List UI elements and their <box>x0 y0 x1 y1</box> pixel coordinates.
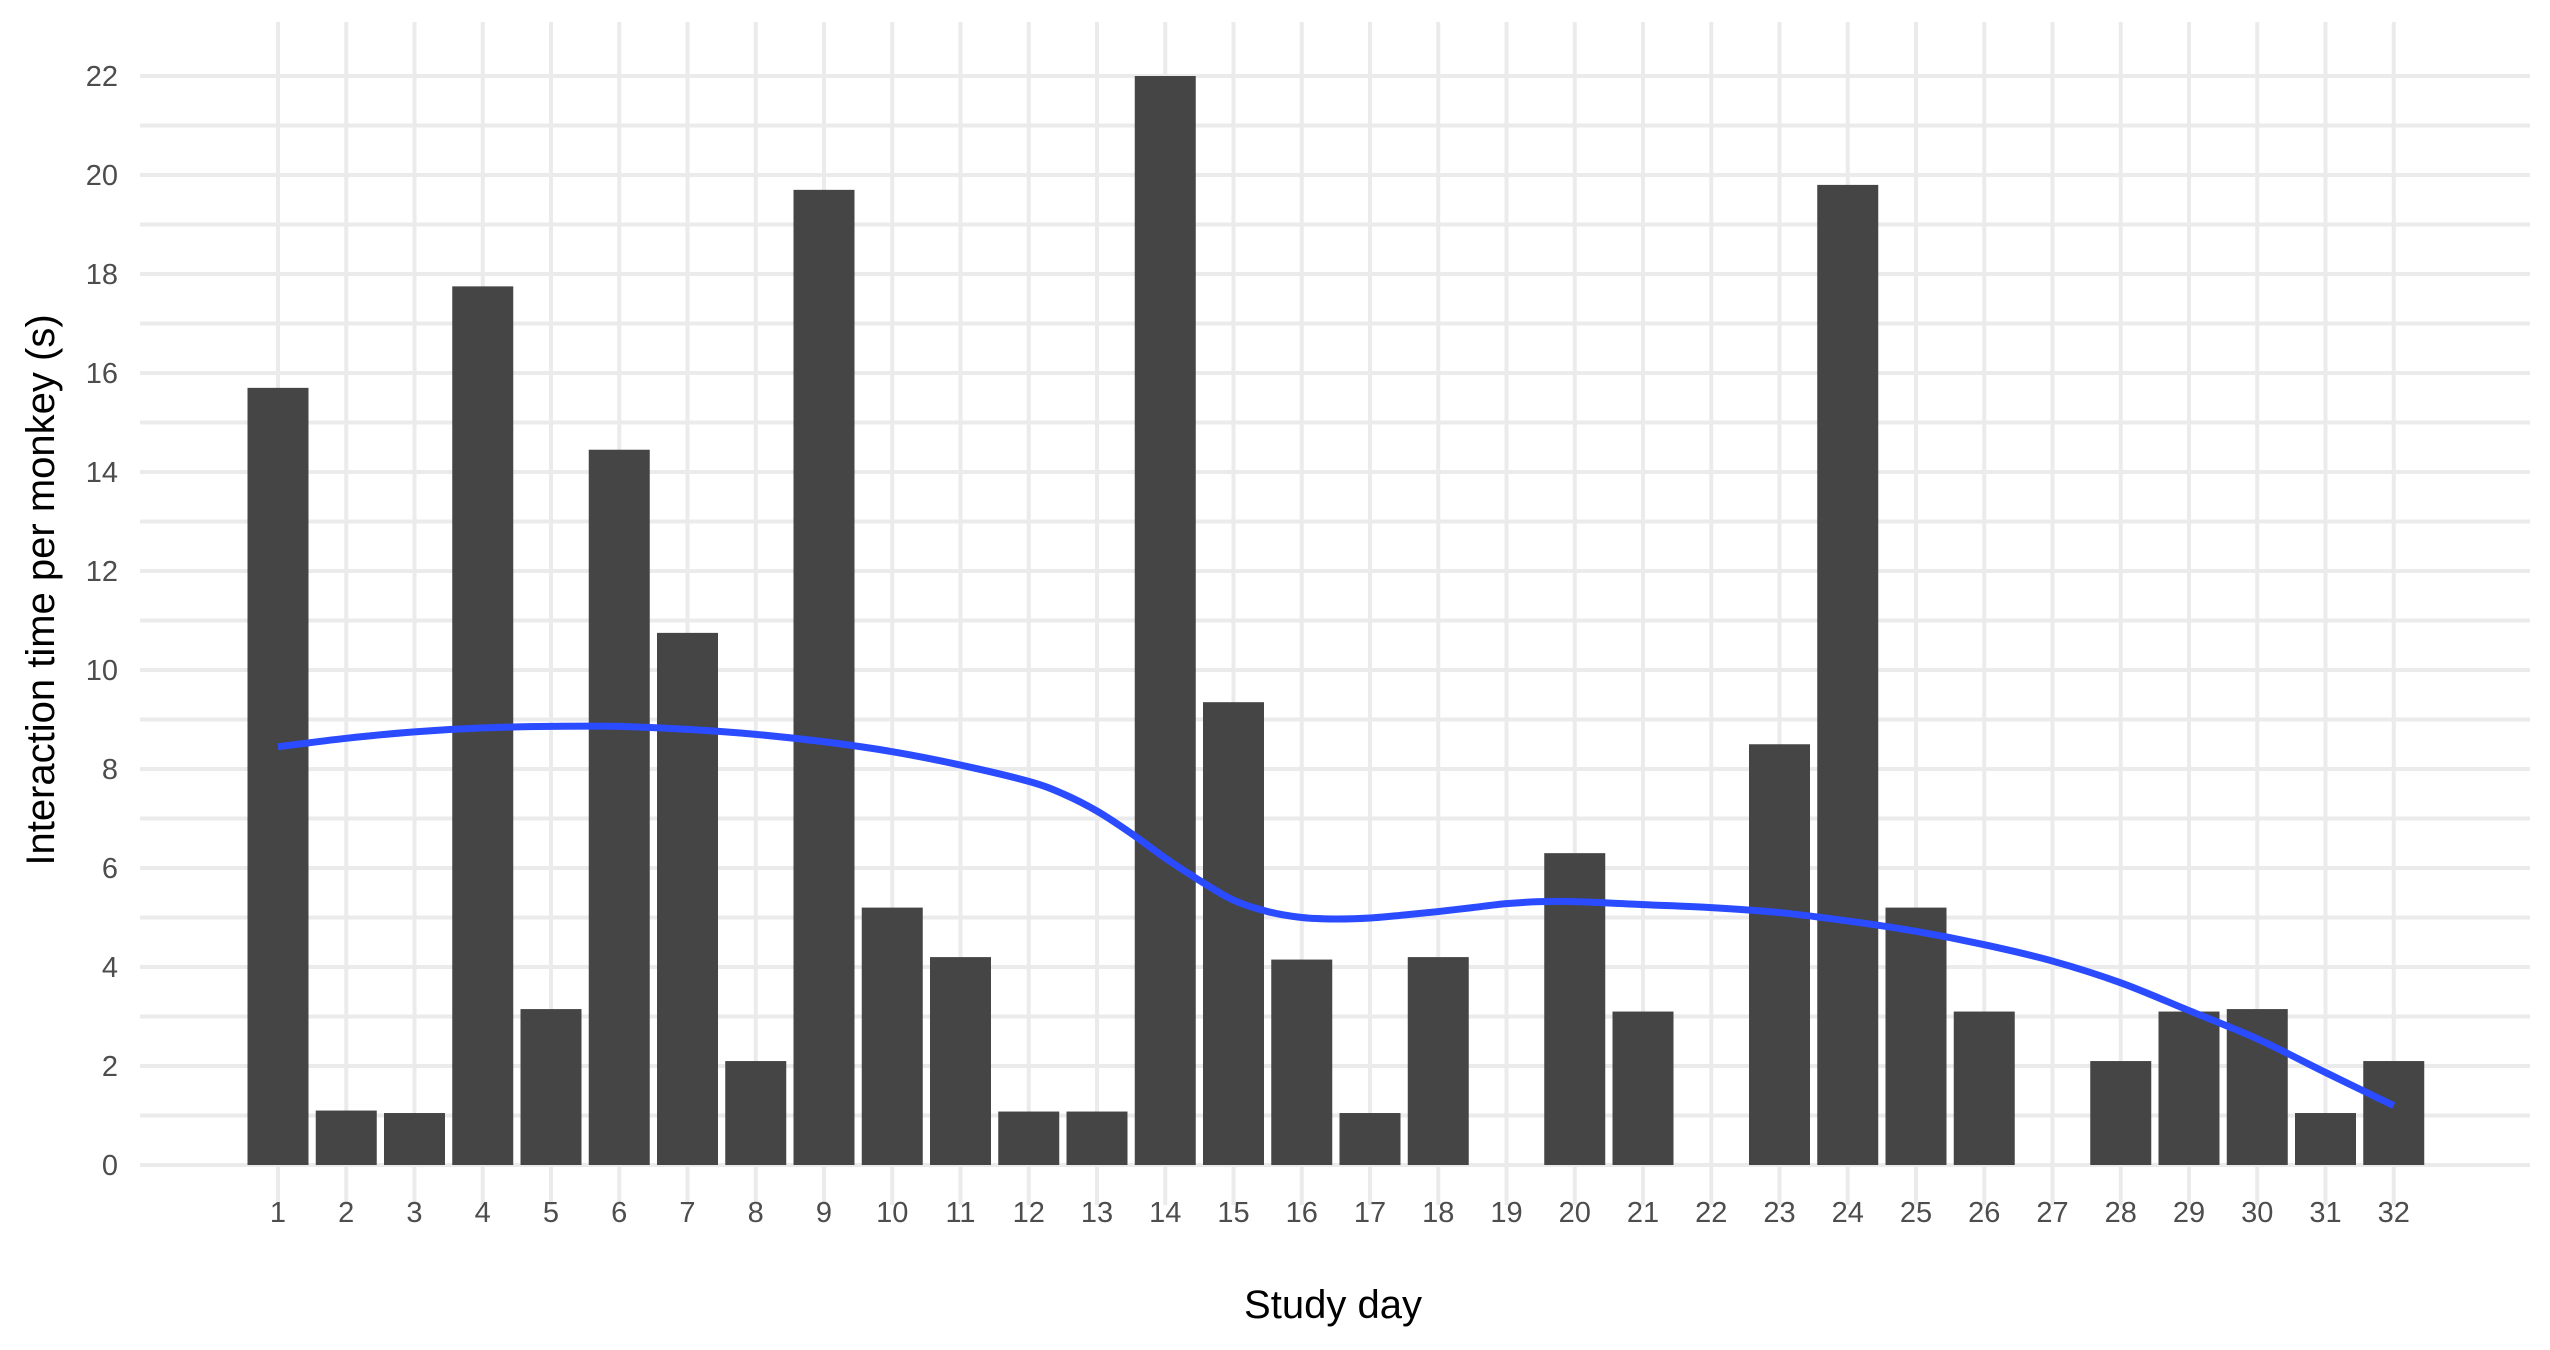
bar-day-18 <box>1407 957 1469 1165</box>
y-tick-label: 2 <box>102 1051 118 1083</box>
x-tick-label: 21 <box>1627 1197 1659 1229</box>
x-axis-ticks: 1 2 3 4 5 6 7 8 9 10 11 12 13 14 15 16 17 18 19 20 21 22 23 24 2… <box>270 1197 2410 1229</box>
bar-day-7 <box>657 632 718 1165</box>
bar-day-26 <box>1953 1011 2015 1165</box>
bar-day-12 <box>998 1111 1060 1165</box>
x-tick-label: 17 <box>1354 1197 1386 1229</box>
y-tick-label: 12 <box>86 556 118 588</box>
x-tick-label: 27 <box>2036 1197 2068 1229</box>
bar-day-31 <box>2295 1113 2356 1165</box>
bar-day-2 <box>315 1110 377 1165</box>
y-tick-label: 0 <box>102 1150 118 1182</box>
bar-day-6 <box>588 449 650 1166</box>
y-axis-ticks: 0 2 4 6 8 10 12 14 16 18 20 22 <box>86 61 118 1182</box>
x-axis-title: Study day <box>1244 1283 1422 1327</box>
x-tick-label: 3 <box>406 1197 422 1229</box>
x-tick-label: 2 <box>338 1197 354 1229</box>
y-tick-label: 16 <box>86 358 118 390</box>
y-tick-label: 18 <box>86 259 118 291</box>
x-tick-label: 31 <box>2309 1197 2341 1229</box>
x-tick-label: 18 <box>1422 1197 1454 1229</box>
bar-day-10 <box>861 907 923 1165</box>
x-tick-label: 22 <box>1695 1197 1727 1229</box>
x-tick-label: 12 <box>1013 1197 1045 1229</box>
smooth-trend <box>277 722 2396 1109</box>
y-tick-label: 20 <box>86 160 118 192</box>
bar-day-11 <box>930 957 991 1165</box>
x-tick-label: 13 <box>1081 1197 1113 1229</box>
y-tick-label: 4 <box>102 952 118 984</box>
x-tick-label: 6 <box>611 1197 627 1229</box>
x-tick-label: 11 <box>945 1197 975 1229</box>
x-tick-label: 23 <box>1763 1197 1795 1229</box>
bar-day-15 <box>1203 702 1264 1165</box>
bar-day-24 <box>1817 184 1879 1165</box>
bar-day-25 <box>1885 907 1947 1165</box>
bar-day-21 <box>1612 1011 1674 1165</box>
y-tick-label: 6 <box>102 853 118 885</box>
x-tick-label: 4 <box>475 1197 491 1229</box>
y-tick-label: 14 <box>86 457 118 489</box>
bar-day-1 <box>247 387 309 1166</box>
bar-day-16 <box>1271 959 1333 1165</box>
x-tick-label: 5 <box>543 1197 559 1229</box>
bar-day-8 <box>725 1061 787 1165</box>
bar-day-9 <box>793 189 855 1166</box>
y-tick-label: 8 <box>102 754 118 786</box>
bar-day-5 <box>520 1009 582 1165</box>
bar-day-17 <box>1339 1113 1401 1165</box>
x-tick-label: 26 <box>1968 1197 2000 1229</box>
bar-day-32 <box>2363 1061 2425 1165</box>
x-tick-label: 14 <box>1149 1197 1181 1229</box>
x-tick-label: 32 <box>2378 1197 2410 1229</box>
bar-day-23 <box>1749 744 1810 1165</box>
x-tick-label: 30 <box>2241 1197 2273 1229</box>
bar-day-14 <box>1134 76 1196 1165</box>
x-tick-label: 10 <box>876 1197 908 1229</box>
bar-day-29 <box>2158 1011 2220 1165</box>
y-axis-title: Interaction time per monkey (s) <box>19 314 63 865</box>
bar-day-28 <box>2090 1061 2152 1165</box>
x-tick-label: 7 <box>679 1197 695 1229</box>
x-tick-label: 28 <box>2105 1197 2137 1229</box>
y-tick-label: 22 <box>86 61 118 93</box>
smooth-trend-line <box>277 722 2396 1109</box>
x-tick-label: 15 <box>1217 1197 1249 1229</box>
x-tick-label: 8 <box>748 1197 764 1229</box>
x-tick-label: 24 <box>1832 1197 1864 1229</box>
x-tick-label: 25 <box>1900 1197 1932 1229</box>
bar-day-3 <box>384 1113 445 1165</box>
bar-day-13 <box>1066 1111 1128 1165</box>
x-tick-label: 29 <box>2173 1197 2205 1229</box>
x-tick-label: 16 <box>1286 1197 1318 1229</box>
x-tick-label: 9 <box>816 1197 832 1229</box>
x-tick-label: 20 <box>1559 1197 1591 1229</box>
x-tick-label: 1 <box>270 1197 286 1229</box>
y-tick-label: 10 <box>86 655 118 687</box>
bars <box>247 76 2425 1166</box>
x-tick-label: 19 <box>1490 1197 1522 1229</box>
